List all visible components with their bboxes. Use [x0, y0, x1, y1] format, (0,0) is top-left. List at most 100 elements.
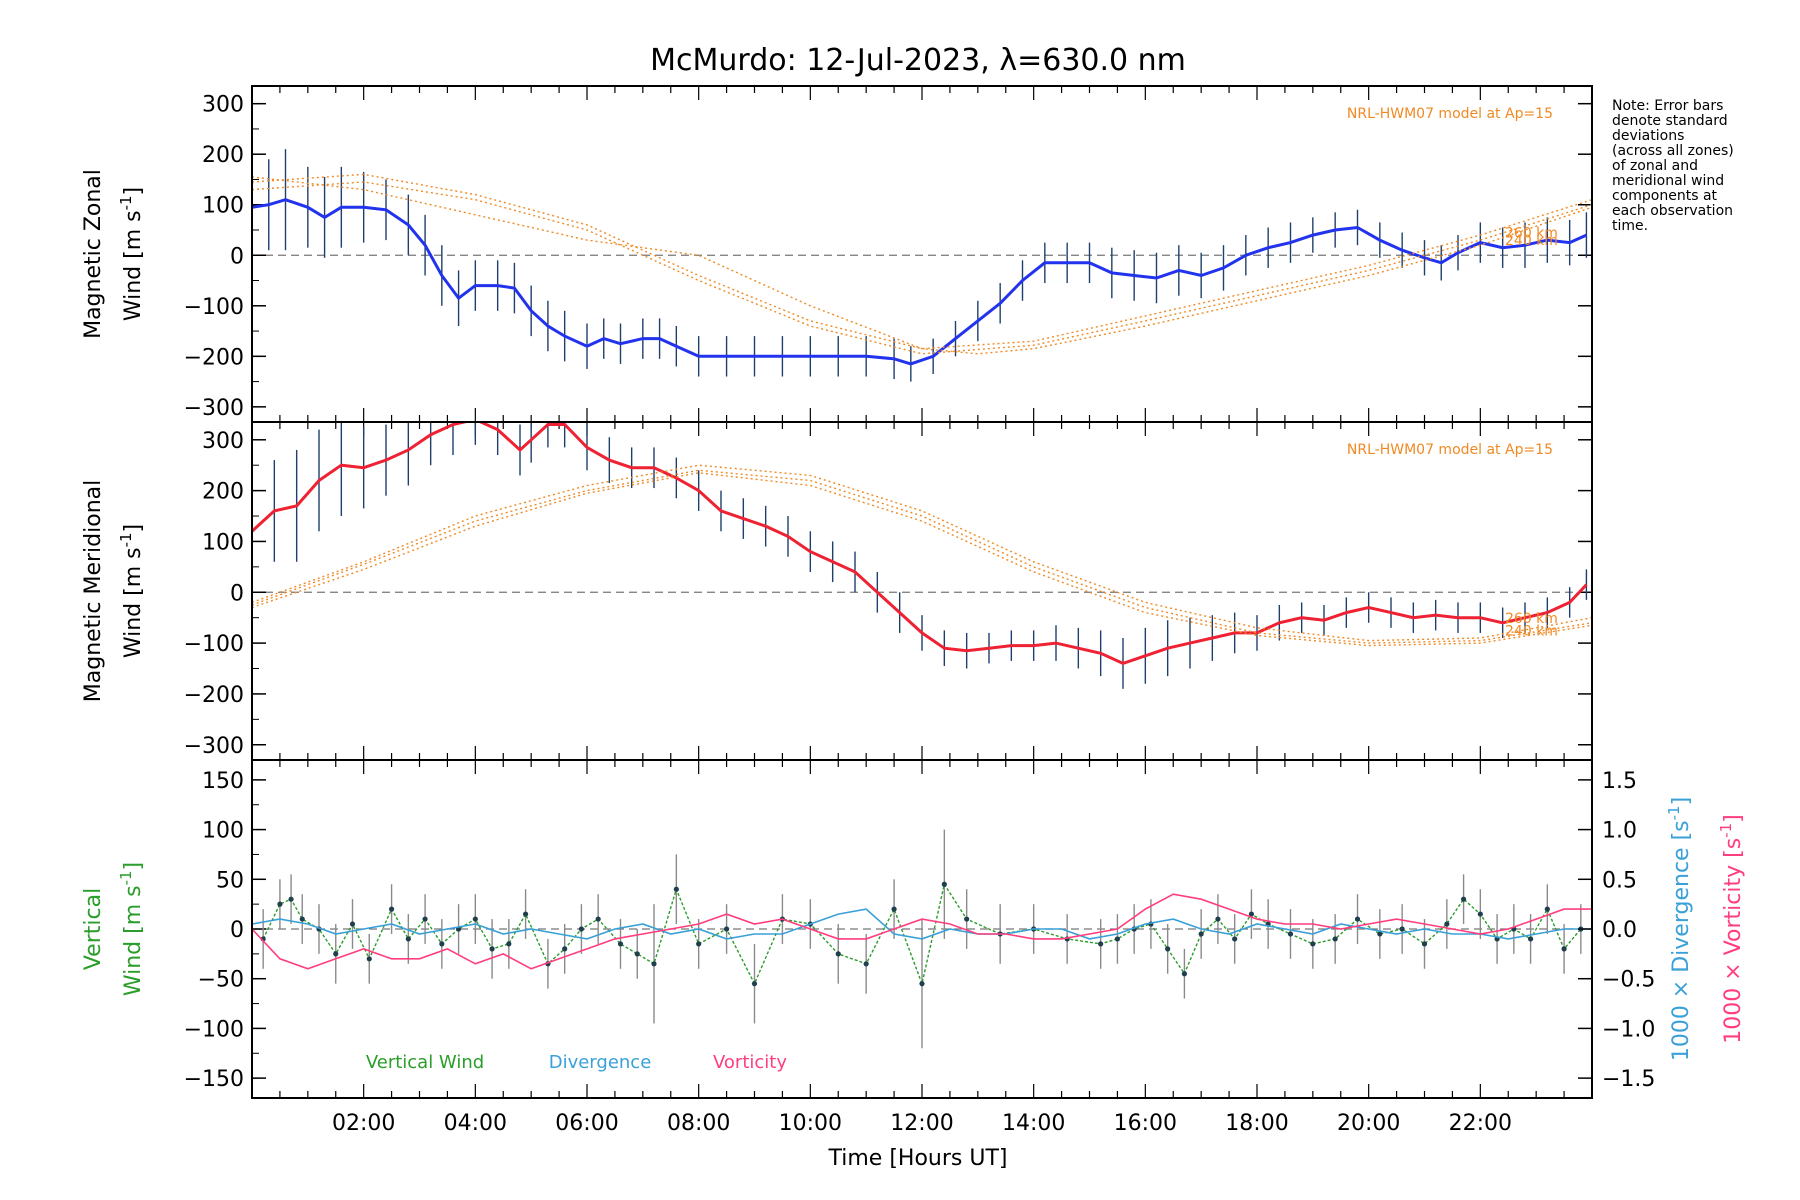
x-tick-label: 06:00 [555, 1111, 618, 1136]
series-line-nrl-hwm07-260-km [252, 464, 1592, 642]
data-point [891, 906, 897, 912]
x-tick-label: 22:00 [1449, 1111, 1512, 1136]
data-point [1198, 931, 1204, 937]
note-line: each observation [1612, 203, 1733, 219]
data-point [673, 886, 679, 892]
data-point [651, 961, 657, 967]
right-y-tick-label: 1.0 [1602, 819, 1637, 844]
x-tick-label: 04:00 [444, 1111, 507, 1136]
data-point [941, 881, 947, 887]
right-axis-title-vorticity: 1000 × Vorticity [s-1] [1717, 814, 1746, 1043]
x-tick-label: 18:00 [1225, 1111, 1288, 1136]
data-point [522, 911, 529, 917]
data-point [1444, 921, 1450, 927]
data-point [1421, 941, 1428, 947]
x-tick-label: 10:00 [779, 1111, 842, 1136]
model-label: NRL-HWM07 model at Ap=15 [1347, 106, 1553, 122]
data-point [634, 951, 640, 957]
right-axis-title-divergence: 1000 × Divergence [s-1] [1665, 797, 1694, 1061]
model-level-label: 240 km [1505, 623, 1558, 639]
data-point [1544, 906, 1550, 912]
panel-meridional: −300 −200 −100 0 100 200 300 NRL-HWM07 model at… [81, 421, 1593, 761]
y-tick-label: 200 [202, 143, 244, 168]
data-point [1332, 936, 1338, 942]
y-tick-label: −100 [184, 632, 244, 657]
right-y-tick-label: 1.5 [1602, 769, 1637, 794]
y-axis-title-line2: Wind [m s-1] [117, 187, 146, 321]
data-point [1377, 931, 1383, 937]
data-point [299, 916, 305, 922]
x-tick-label: 12:00 [890, 1111, 953, 1136]
y-tick-label: 0 [230, 244, 244, 269]
data-point [388, 906, 395, 912]
note-line: Note: Error bars [1612, 98, 1723, 114]
series-line-vertical-wind [262, 882, 1582, 987]
series-line-nrl-hwm07-model [252, 176, 1592, 355]
series-line-vorticity [252, 893, 1592, 970]
data-point [1399, 926, 1405, 932]
note-line: meridional wind [1612, 173, 1724, 189]
data-point [1460, 896, 1467, 902]
y-tick-label: −300 [184, 734, 244, 759]
data-point [472, 916, 478, 922]
data-point [562, 946, 568, 952]
legend-item: Divergence [549, 1052, 652, 1073]
data-point [1354, 916, 1361, 922]
y-tick-label: −100 [184, 295, 244, 320]
data-point [1114, 936, 1121, 942]
data-point [964, 916, 970, 922]
y-tick-label: −200 [184, 345, 244, 370]
y-tick-label: −300 [184, 396, 244, 421]
data-point [288, 896, 294, 902]
data-point [835, 951, 841, 957]
data-point [578, 926, 585, 932]
y-tick-label: 50 [216, 868, 244, 893]
data-point [277, 901, 283, 907]
data-point [863, 961, 869, 967]
model-level-label: 260 km [1505, 611, 1558, 627]
series-line-meridional-wind [252, 422, 1588, 666]
data-point [617, 941, 624, 947]
data-point [723, 926, 730, 932]
y-tick-label: −200 [184, 683, 244, 708]
data-point [1561, 946, 1567, 952]
data-point [489, 946, 495, 952]
panel-frame [251, 85, 1593, 423]
series-line-nrl-hwm07-240-km [252, 469, 1592, 644]
panel-zonal: −300 −200 −100 0 100 200 300 NRL-HWM07 model at… [81, 85, 1593, 423]
data-point [1215, 916, 1221, 922]
note-line: deviations [1612, 128, 1684, 144]
x-axis-label: Time [Hours UT] [828, 1146, 1008, 1171]
x-tick-label: 08:00 [667, 1111, 730, 1136]
y-tick-label: 100 [202, 530, 244, 555]
y-axis-title-line2: Wind [m s-1] [117, 862, 146, 996]
chart-title: McMurdo: 12-Jul-2023, λ=630.0 nm [650, 43, 1186, 78]
data-point [333, 951, 339, 957]
note-line: denote standard [1612, 113, 1728, 129]
series-line-divergence [252, 908, 1592, 940]
data-point [1098, 941, 1104, 947]
data-point [1181, 971, 1188, 977]
y-tick-label: 0 [230, 918, 244, 943]
y-tick-label: 300 [202, 429, 244, 454]
series-line-nrl-hwm07-240-km [252, 181, 1592, 355]
model-level-label: 240 km [1505, 233, 1558, 249]
note-line: (across all zones) [1612, 143, 1734, 159]
data-point [1477, 911, 1483, 917]
panel-vertical: −150 −100 −50 0 50 100 150 Vertical Wind [m s-1]… [81, 759, 1746, 1099]
y-tick-label: −150 [184, 1067, 244, 1092]
y-tick-label: 100 [202, 819, 244, 844]
y-tick-label: 300 [202, 93, 244, 118]
panel-frame [251, 421, 1593, 761]
x-tick-label: 20:00 [1337, 1111, 1400, 1136]
data-point [1248, 911, 1255, 917]
x-tick-label: 16:00 [1114, 1111, 1177, 1136]
data-point [1310, 941, 1316, 947]
panels: −300 −200 −100 0 100 200 300 NRL-HWM07 model at… [81, 85, 1746, 1136]
data-point [1527, 936, 1534, 942]
y-axis-title-line1: Vertical [81, 888, 106, 970]
model-label: NRL-HWM07 model at Ap=15 [1347, 442, 1553, 458]
data-point [696, 941, 702, 947]
panel-data [252, 829, 1592, 1049]
